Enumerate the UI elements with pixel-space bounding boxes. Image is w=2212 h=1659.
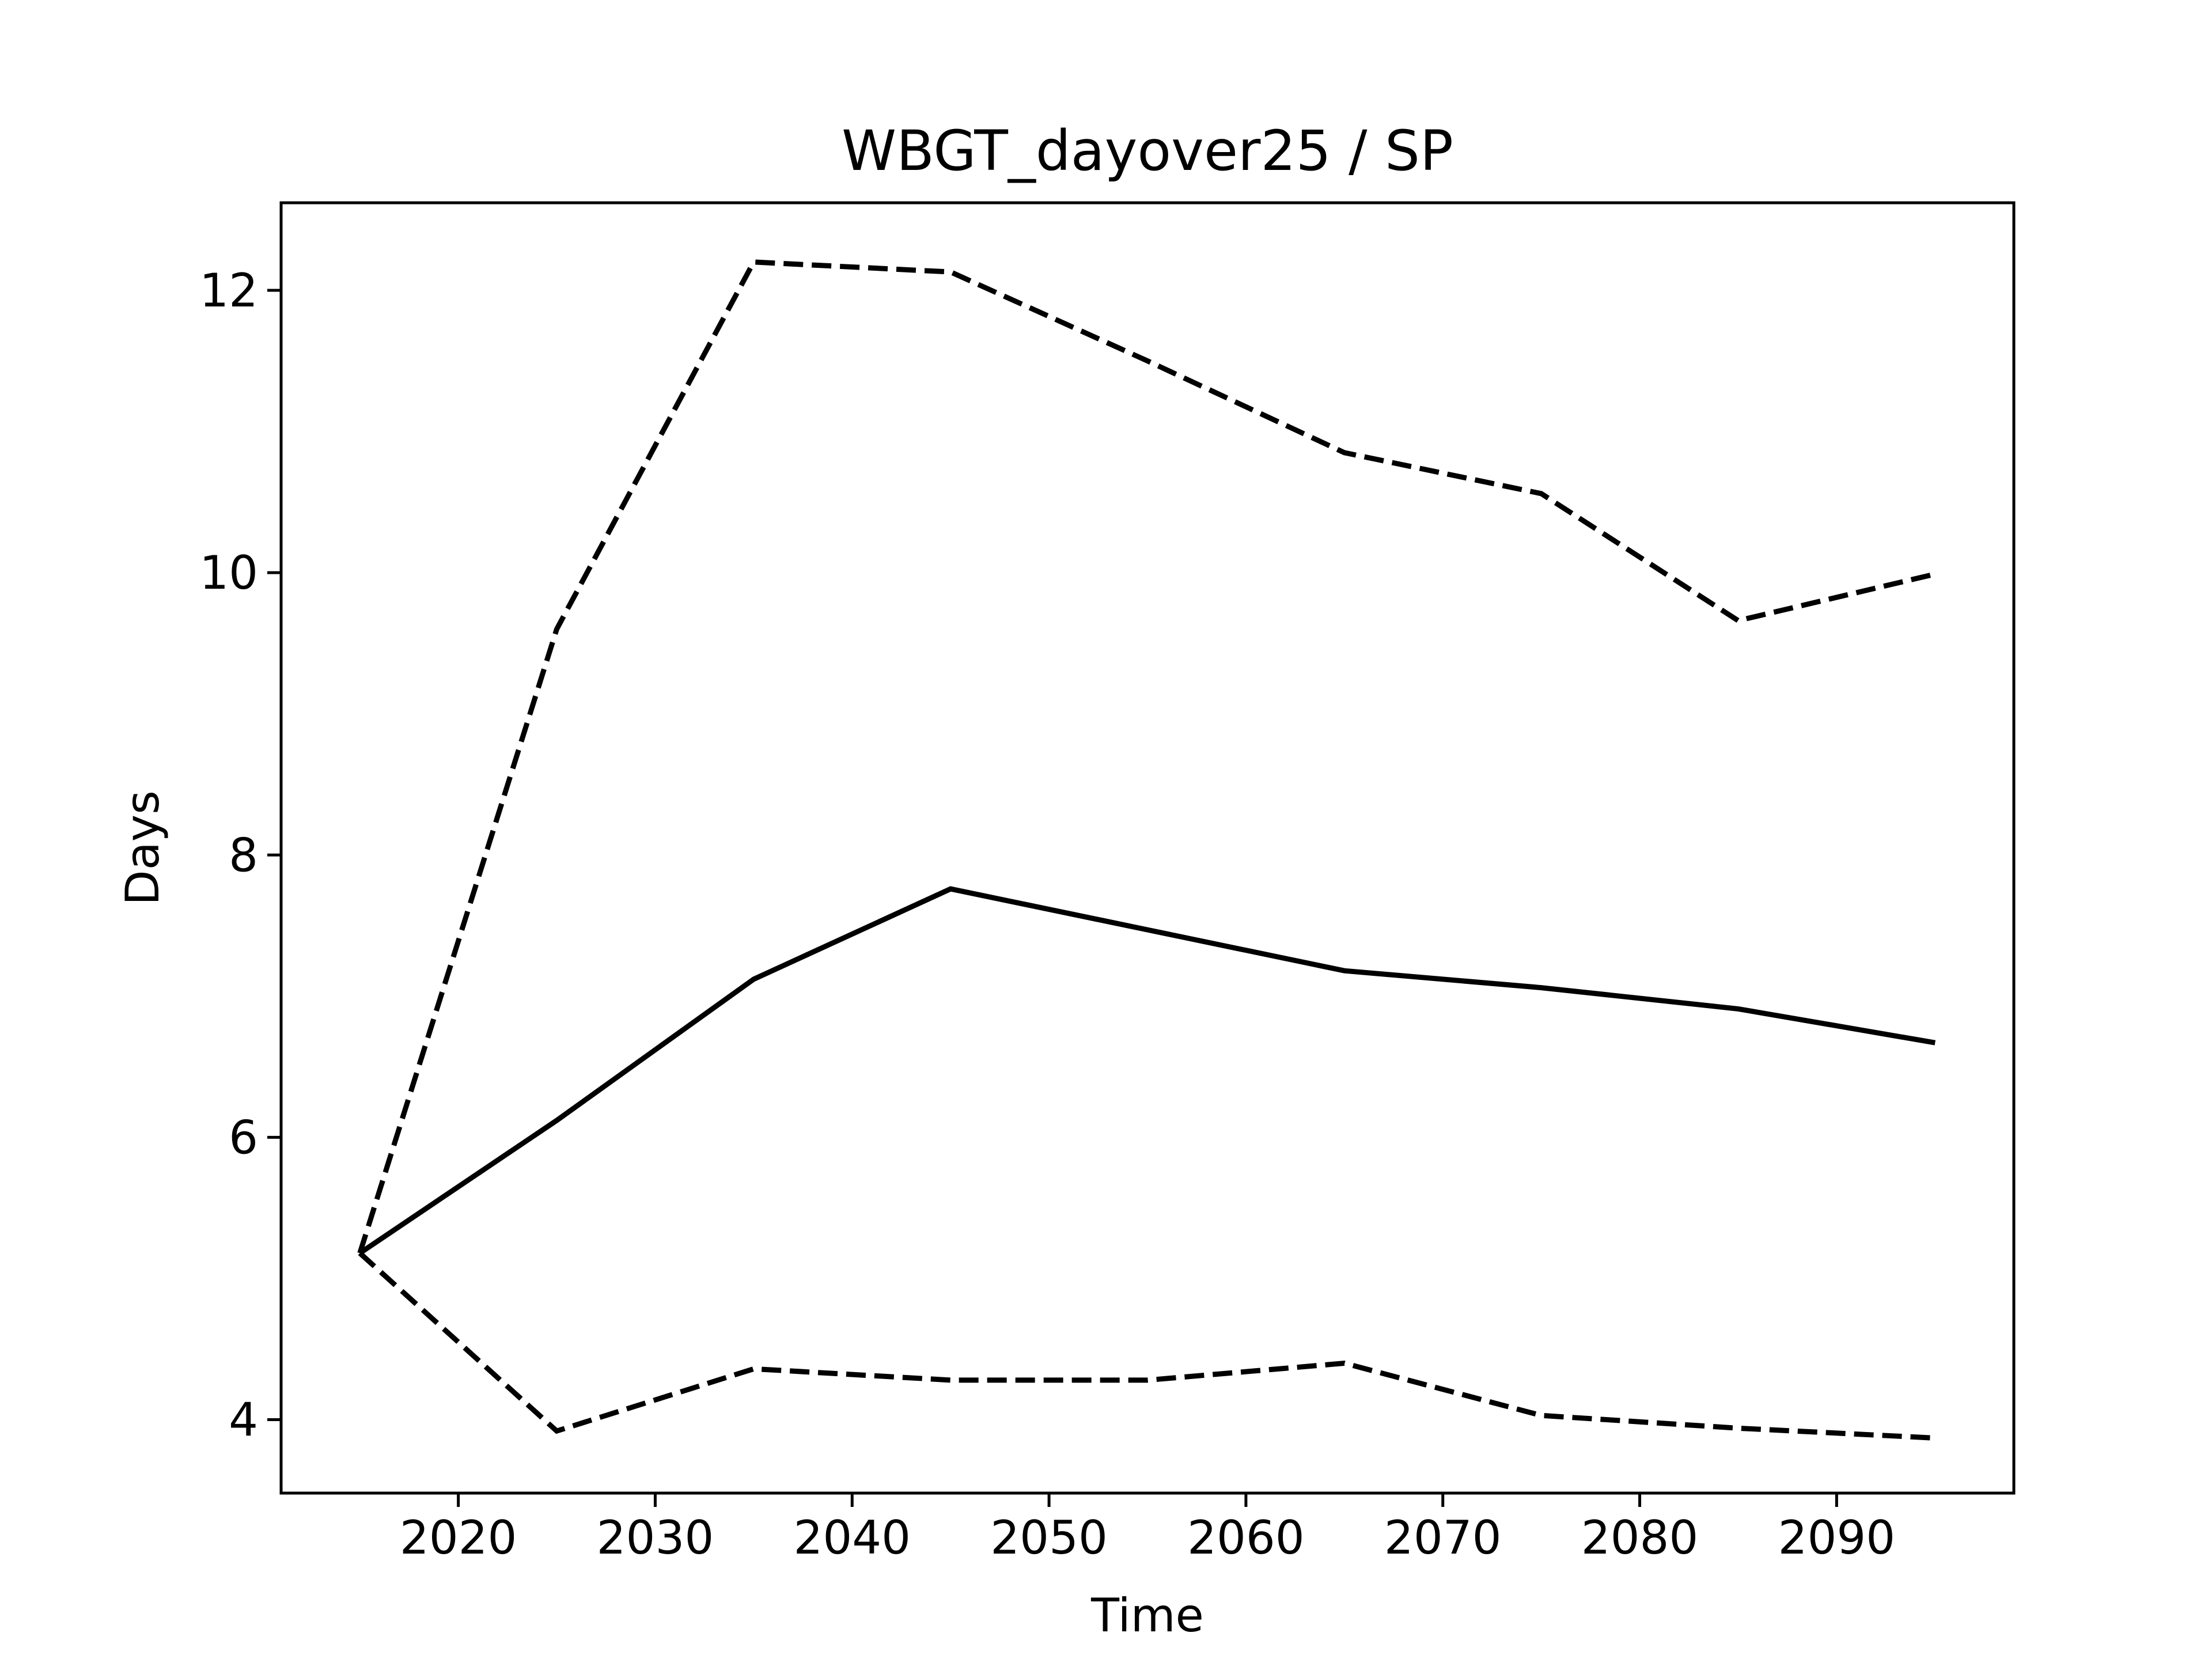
y-axis-label: Days bbox=[116, 790, 169, 906]
series-layer bbox=[357, 259, 1936, 1441]
x-tick-label-2080: 2080 bbox=[1581, 1511, 1699, 1565]
plot-frame bbox=[279, 201, 2016, 1495]
series-line-1 bbox=[358, 886, 1936, 1256]
y-tick-label-12: 12 bbox=[199, 264, 258, 317]
x-tick-label-2060: 2060 bbox=[1187, 1511, 1305, 1565]
y-tick-label-8: 8 bbox=[229, 828, 258, 882]
x-tick-label-2090: 2090 bbox=[1778, 1511, 1896, 1565]
x-axis: 2020 2030 2040 2050 2060 2070 2080 2090 bbox=[400, 1493, 1895, 1565]
x-tick-label-2030: 2030 bbox=[597, 1511, 714, 1565]
chart-title: WBGT_dayover25 / SP bbox=[842, 119, 1453, 183]
series-line-2 bbox=[357, 259, 1936, 1254]
y-tick-label-6: 6 bbox=[229, 1111, 258, 1164]
series-line-3 bbox=[358, 1251, 1936, 1441]
y-tick-label-10: 10 bbox=[199, 546, 258, 600]
x-tick-label-2050: 2050 bbox=[990, 1511, 1108, 1565]
x-tick-label-2070: 2070 bbox=[1384, 1511, 1502, 1565]
y-tick-label-4: 4 bbox=[229, 1393, 258, 1447]
x-axis-label: Time bbox=[1090, 1589, 1204, 1642]
y-axis: 4 6 8 10 12 bbox=[199, 264, 281, 1447]
x-tick-label-2020: 2020 bbox=[400, 1511, 517, 1565]
x-tick-label-2040: 2040 bbox=[793, 1511, 911, 1565]
